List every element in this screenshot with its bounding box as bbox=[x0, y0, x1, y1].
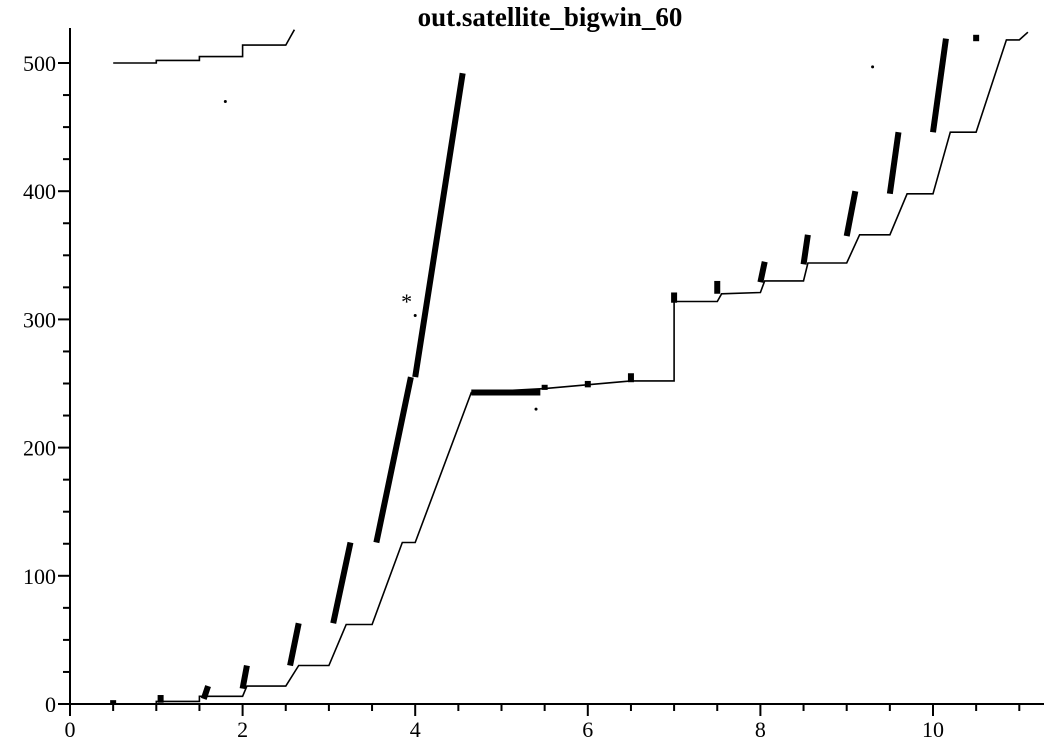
data-point bbox=[871, 65, 875, 69]
series-line-2 bbox=[113, 29, 296, 64]
y-tick-label: 300 bbox=[23, 307, 56, 332]
bold-segment bbox=[287, 622, 302, 667]
plot-area: * bbox=[70, 29, 1029, 705]
x-tick-label: 2 bbox=[237, 717, 248, 742]
bold-segment bbox=[239, 664, 250, 690]
x-tick-label: 6 bbox=[582, 717, 593, 742]
y-tick-label: 500 bbox=[23, 51, 56, 76]
bold-segment bbox=[757, 261, 768, 283]
y-tick-label: 100 bbox=[23, 564, 56, 589]
data-point bbox=[223, 99, 227, 103]
data-point bbox=[534, 407, 538, 411]
data-point bbox=[413, 314, 417, 318]
y-tick-label: 200 bbox=[23, 436, 56, 461]
bold-segment bbox=[200, 685, 211, 700]
y-tick-label: 0 bbox=[45, 692, 56, 717]
x-tick-label: 0 bbox=[65, 717, 76, 742]
x-tick-label: 10 bbox=[922, 717, 944, 742]
bold-segment bbox=[373, 376, 414, 544]
annotation-marker: * bbox=[401, 289, 412, 314]
chart-title: out.satellite_bigwin_60 bbox=[417, 2, 683, 32]
bold-segment bbox=[330, 541, 354, 624]
bold-segment bbox=[843, 190, 859, 237]
y-tick-label: 400 bbox=[23, 179, 56, 204]
x-tick-label: 4 bbox=[410, 717, 421, 742]
bold-segment bbox=[412, 72, 466, 378]
bold-segment bbox=[800, 234, 811, 265]
bold-segment bbox=[930, 38, 949, 133]
x-tick-label: 8 bbox=[755, 717, 766, 742]
axes bbox=[58, 28, 1044, 716]
bold-segment bbox=[886, 131, 902, 195]
series-line-1 bbox=[70, 31, 1029, 705]
